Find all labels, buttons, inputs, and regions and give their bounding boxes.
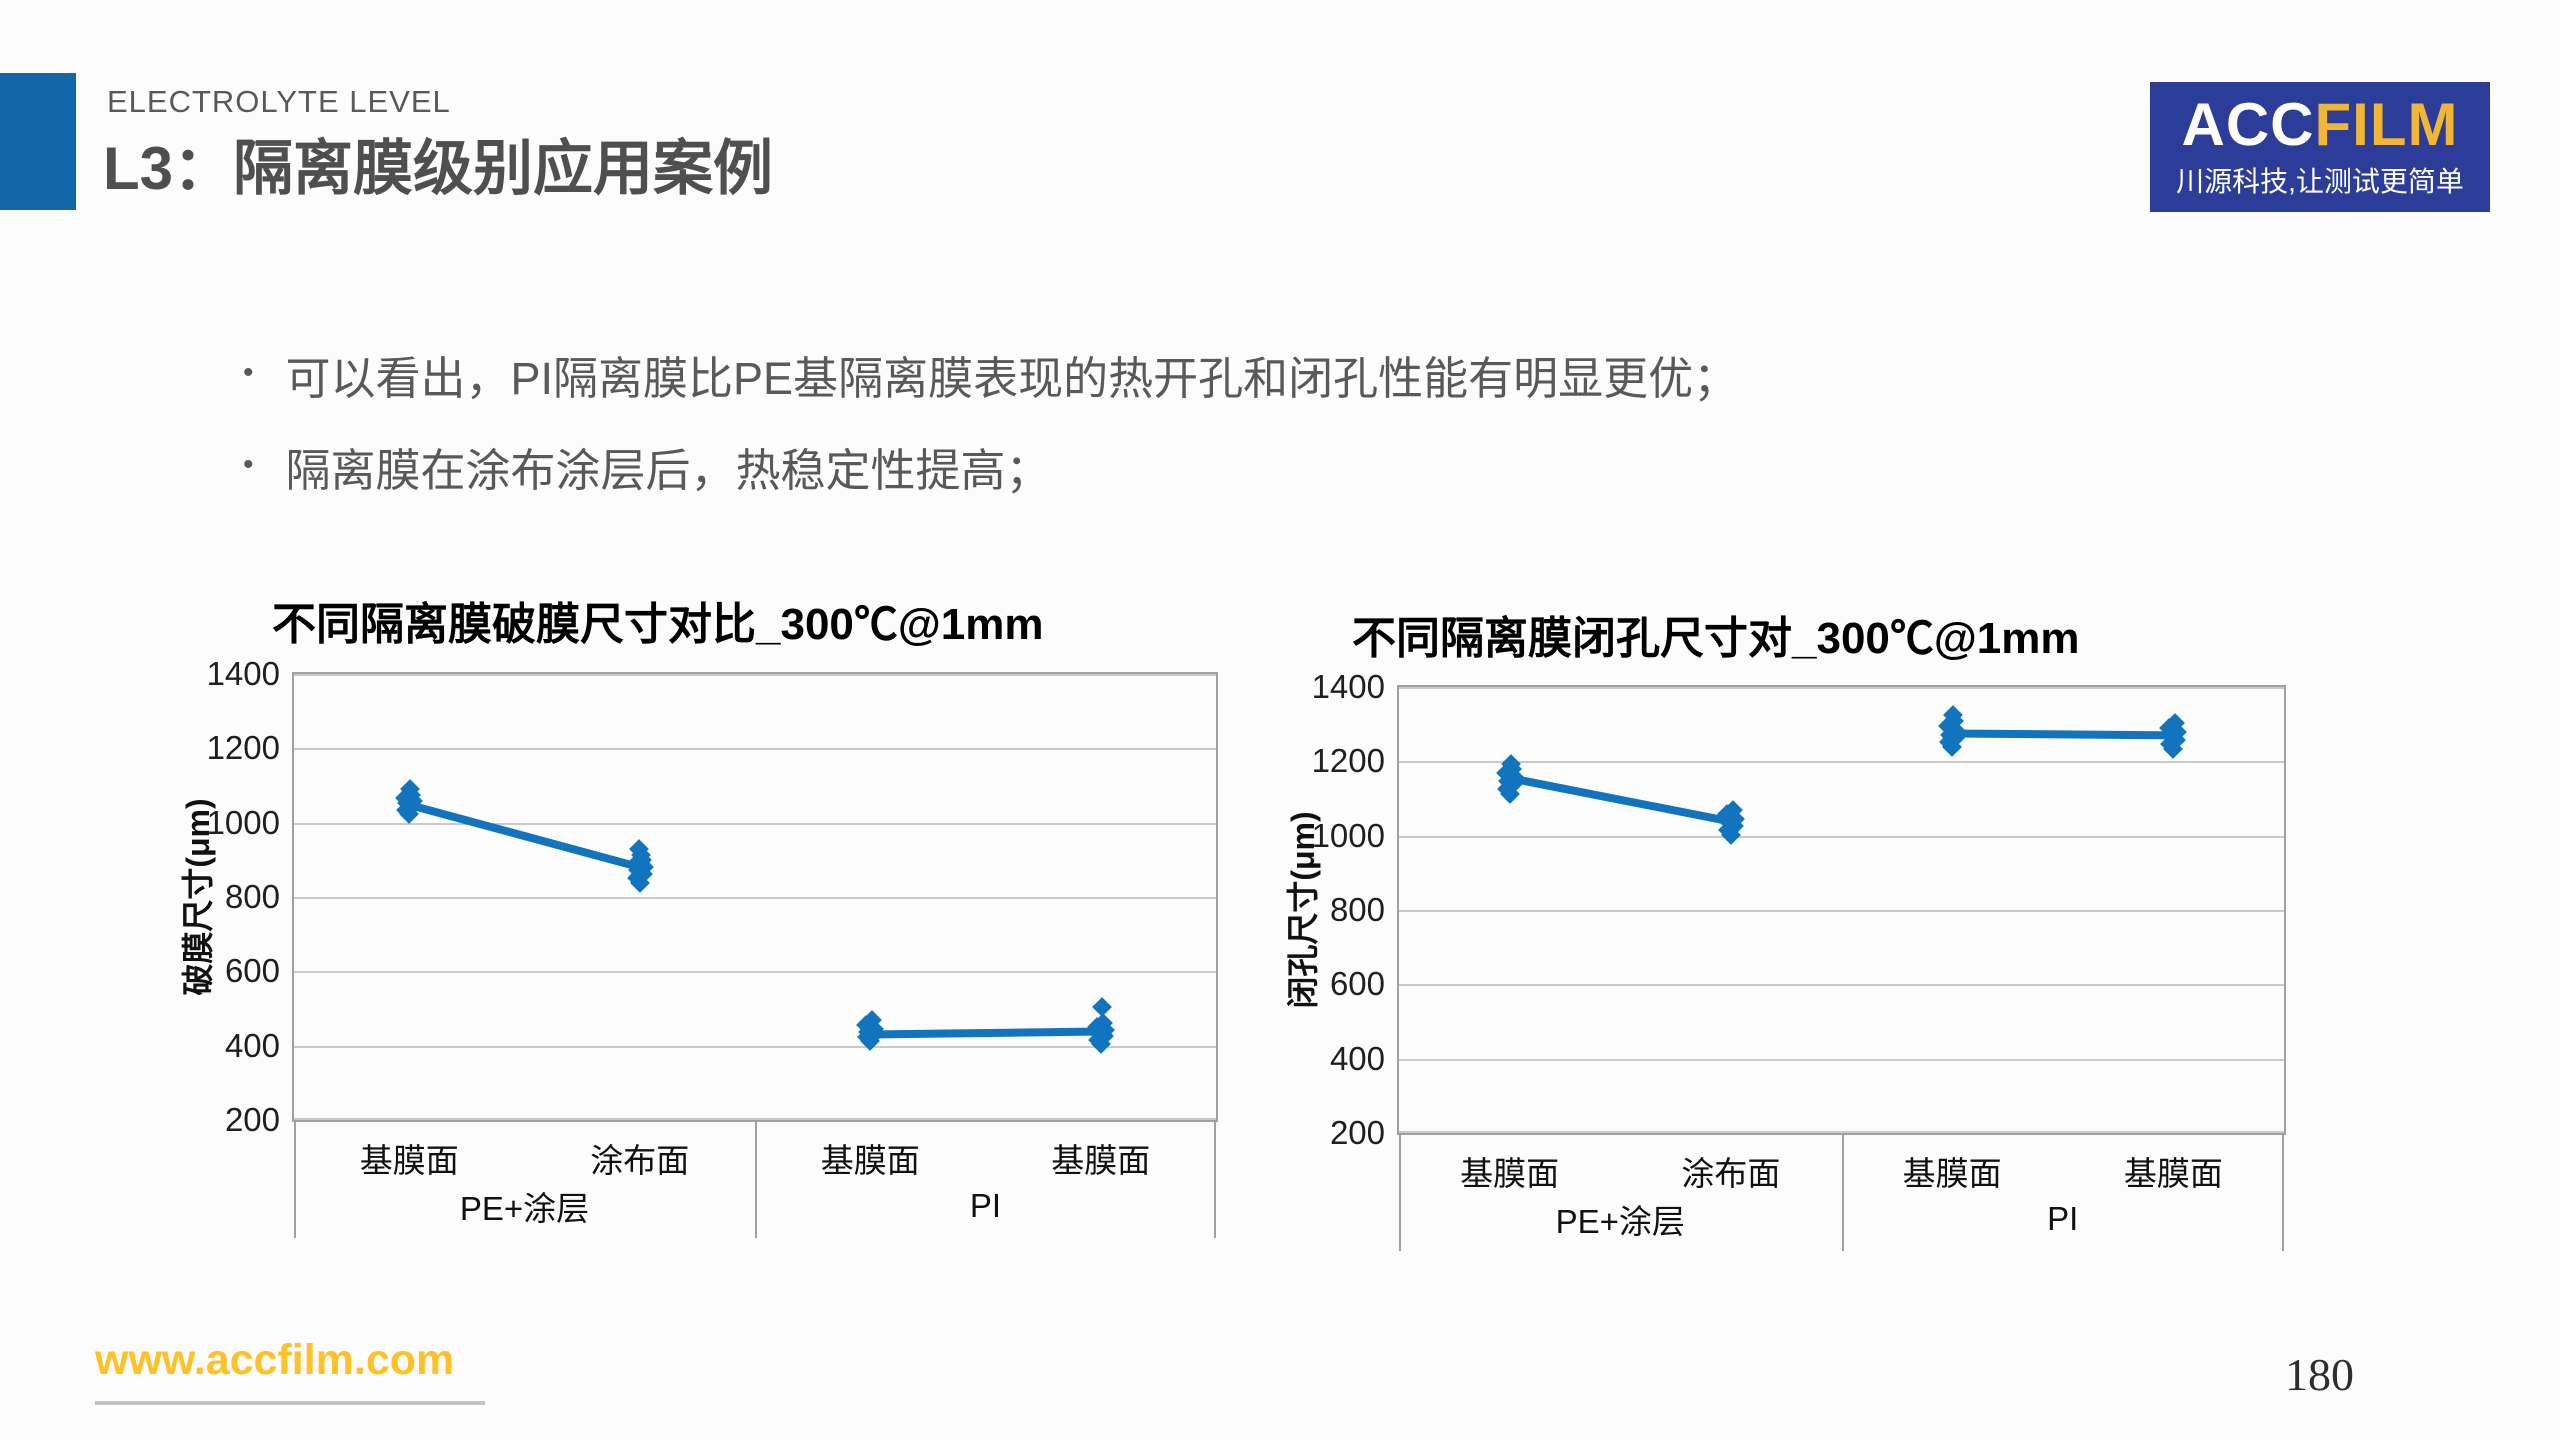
y-tick-label: 1200 [1311, 742, 1385, 780]
category-label: 涂布面 [1681, 1155, 1781, 1192]
slide-eyebrow: ELECTROLYTE LEVEL [107, 84, 451, 119]
trend-line [1508, 774, 1732, 826]
website-link[interactable]: www.accfilm.com [95, 1336, 455, 1384]
trend-lines [1508, 729, 2174, 826]
bullet-text: 隔离膜在涂布涂层后，热稳定性提高； [285, 445, 1051, 496]
trend-line [870, 1027, 1101, 1039]
y-tick-label: 600 [1329, 965, 1385, 1003]
accfilm-logo: ACCFILM 川源科技,让测试更简单 [2150, 82, 2490, 212]
bullet-dot-icon: • [243, 448, 254, 481]
category-label: 基膜面 [2123, 1155, 2223, 1192]
gridline [1399, 687, 2284, 689]
bullet-item: • 隔离膜在涂布涂层后，热稳定性提高； [243, 434, 1051, 499]
y-tick-label: 800 [224, 878, 280, 915]
axis-separator [755, 1120, 757, 1238]
plot-area: 1400 1200 1000 800 600 400 200 基膜面 涂布面 基膜面 基膜面 PE+涂… [207, 655, 1218, 1238]
category-label: 基膜面 [1460, 1155, 1560, 1192]
category-label: 涂布面 [590, 1142, 690, 1179]
gridline [294, 1118, 1216, 1120]
axis-separator [1841, 1133, 1844, 1251]
group-label: PI [2047, 1200, 2079, 1237]
gridline [1399, 761, 2284, 764]
logo-acc: ACC [2181, 90, 2315, 158]
chart-rupture-size: 不同隔离膜破膜尺寸对比_300℃@1mm 破膜尺寸(μm) 1400 1200 10… [160, 575, 1290, 1275]
y-tick-label: 1400 [206, 655, 280, 692]
group-label: PE+涂层 [459, 1190, 590, 1227]
gridline [1399, 1058, 2284, 1061]
website-underline [95, 1401, 485, 1405]
trend-line [1952, 729, 2174, 740]
gridline [1399, 984, 2284, 987]
axis-separator [2282, 1133, 2284, 1251]
y-tick-label: 600 [224, 952, 280, 990]
chart-title: 不同隔离膜破膜尺寸对比_300℃@1mm [272, 600, 1044, 649]
plot-area: 1400 1200 1000 800 600 400 200 基膜面 涂布面 基膜面 基膜面 PE+涂… [1312, 668, 2286, 1251]
gridline [1399, 910, 2284, 912]
chart-title: 不同隔离膜闭孔尺寸对_300℃@1mm [1352, 614, 2080, 663]
bullet-dot-icon: • [243, 356, 254, 389]
y-tick-label: 800 [1329, 891, 1385, 928]
category-label: 基膜面 [820, 1142, 920, 1179]
axis-separator [1214, 1120, 1216, 1238]
chart-closing-pore-size: 不同隔离膜闭孔尺寸对_300℃@1mm 闭孔尺寸(μm) 1400 1200 100… [1265, 585, 2365, 1285]
category-label: 基膜面 [1051, 1142, 1151, 1179]
y-tick-label: 1000 [1311, 816, 1385, 854]
y-tick-label: 1400 [1311, 668, 1385, 705]
y-tick-label: 1200 [206, 729, 280, 767]
y-tick-label: 1000 [206, 803, 280, 841]
gridline [1399, 835, 2284, 838]
gridline [294, 822, 1216, 825]
y-tick-label: 200 [1329, 1114, 1385, 1151]
gridline [1399, 1131, 2284, 1133]
y-tick-label: 400 [224, 1026, 280, 1064]
trend-lines [408, 800, 1101, 1039]
accent-square [0, 73, 76, 210]
group-label: PI [969, 1187, 1002, 1224]
gridline [294, 1045, 1216, 1048]
y-tick-label: 200 [224, 1101, 280, 1138]
axis-separator [1399, 1133, 1401, 1251]
gridline [294, 897, 1216, 899]
category-label: 基膜面 [1902, 1155, 2002, 1192]
bullet-text: 可以看出，PI隔离膜比PE基隔离膜表现的热开孔和闭孔性能有明显更优； [285, 353, 1739, 404]
trend-line [408, 800, 641, 872]
y-tick-label: 400 [1329, 1039, 1385, 1077]
page-title: L3：隔离膜级别应用案例 [103, 135, 774, 202]
axis-separator [294, 1120, 296, 1238]
category-label: 基膜面 [359, 1142, 459, 1179]
gridline [294, 674, 1216, 676]
logo-brand-text: ACCFILM [2182, 94, 2459, 155]
page-number: 180 [2285, 1349, 2354, 1400]
gridline [294, 971, 1216, 974]
logo-tagline: 川源科技,让测试更简单 [2176, 165, 2464, 197]
group-label: PE+涂层 [1555, 1203, 1685, 1240]
logo-film: FILM [2314, 90, 2459, 158]
gridline [294, 748, 1216, 751]
bullet-item: • 可以看出，PI隔离膜比PE基隔离膜表现的热开孔和闭孔性能有明显更优； [243, 342, 1738, 407]
